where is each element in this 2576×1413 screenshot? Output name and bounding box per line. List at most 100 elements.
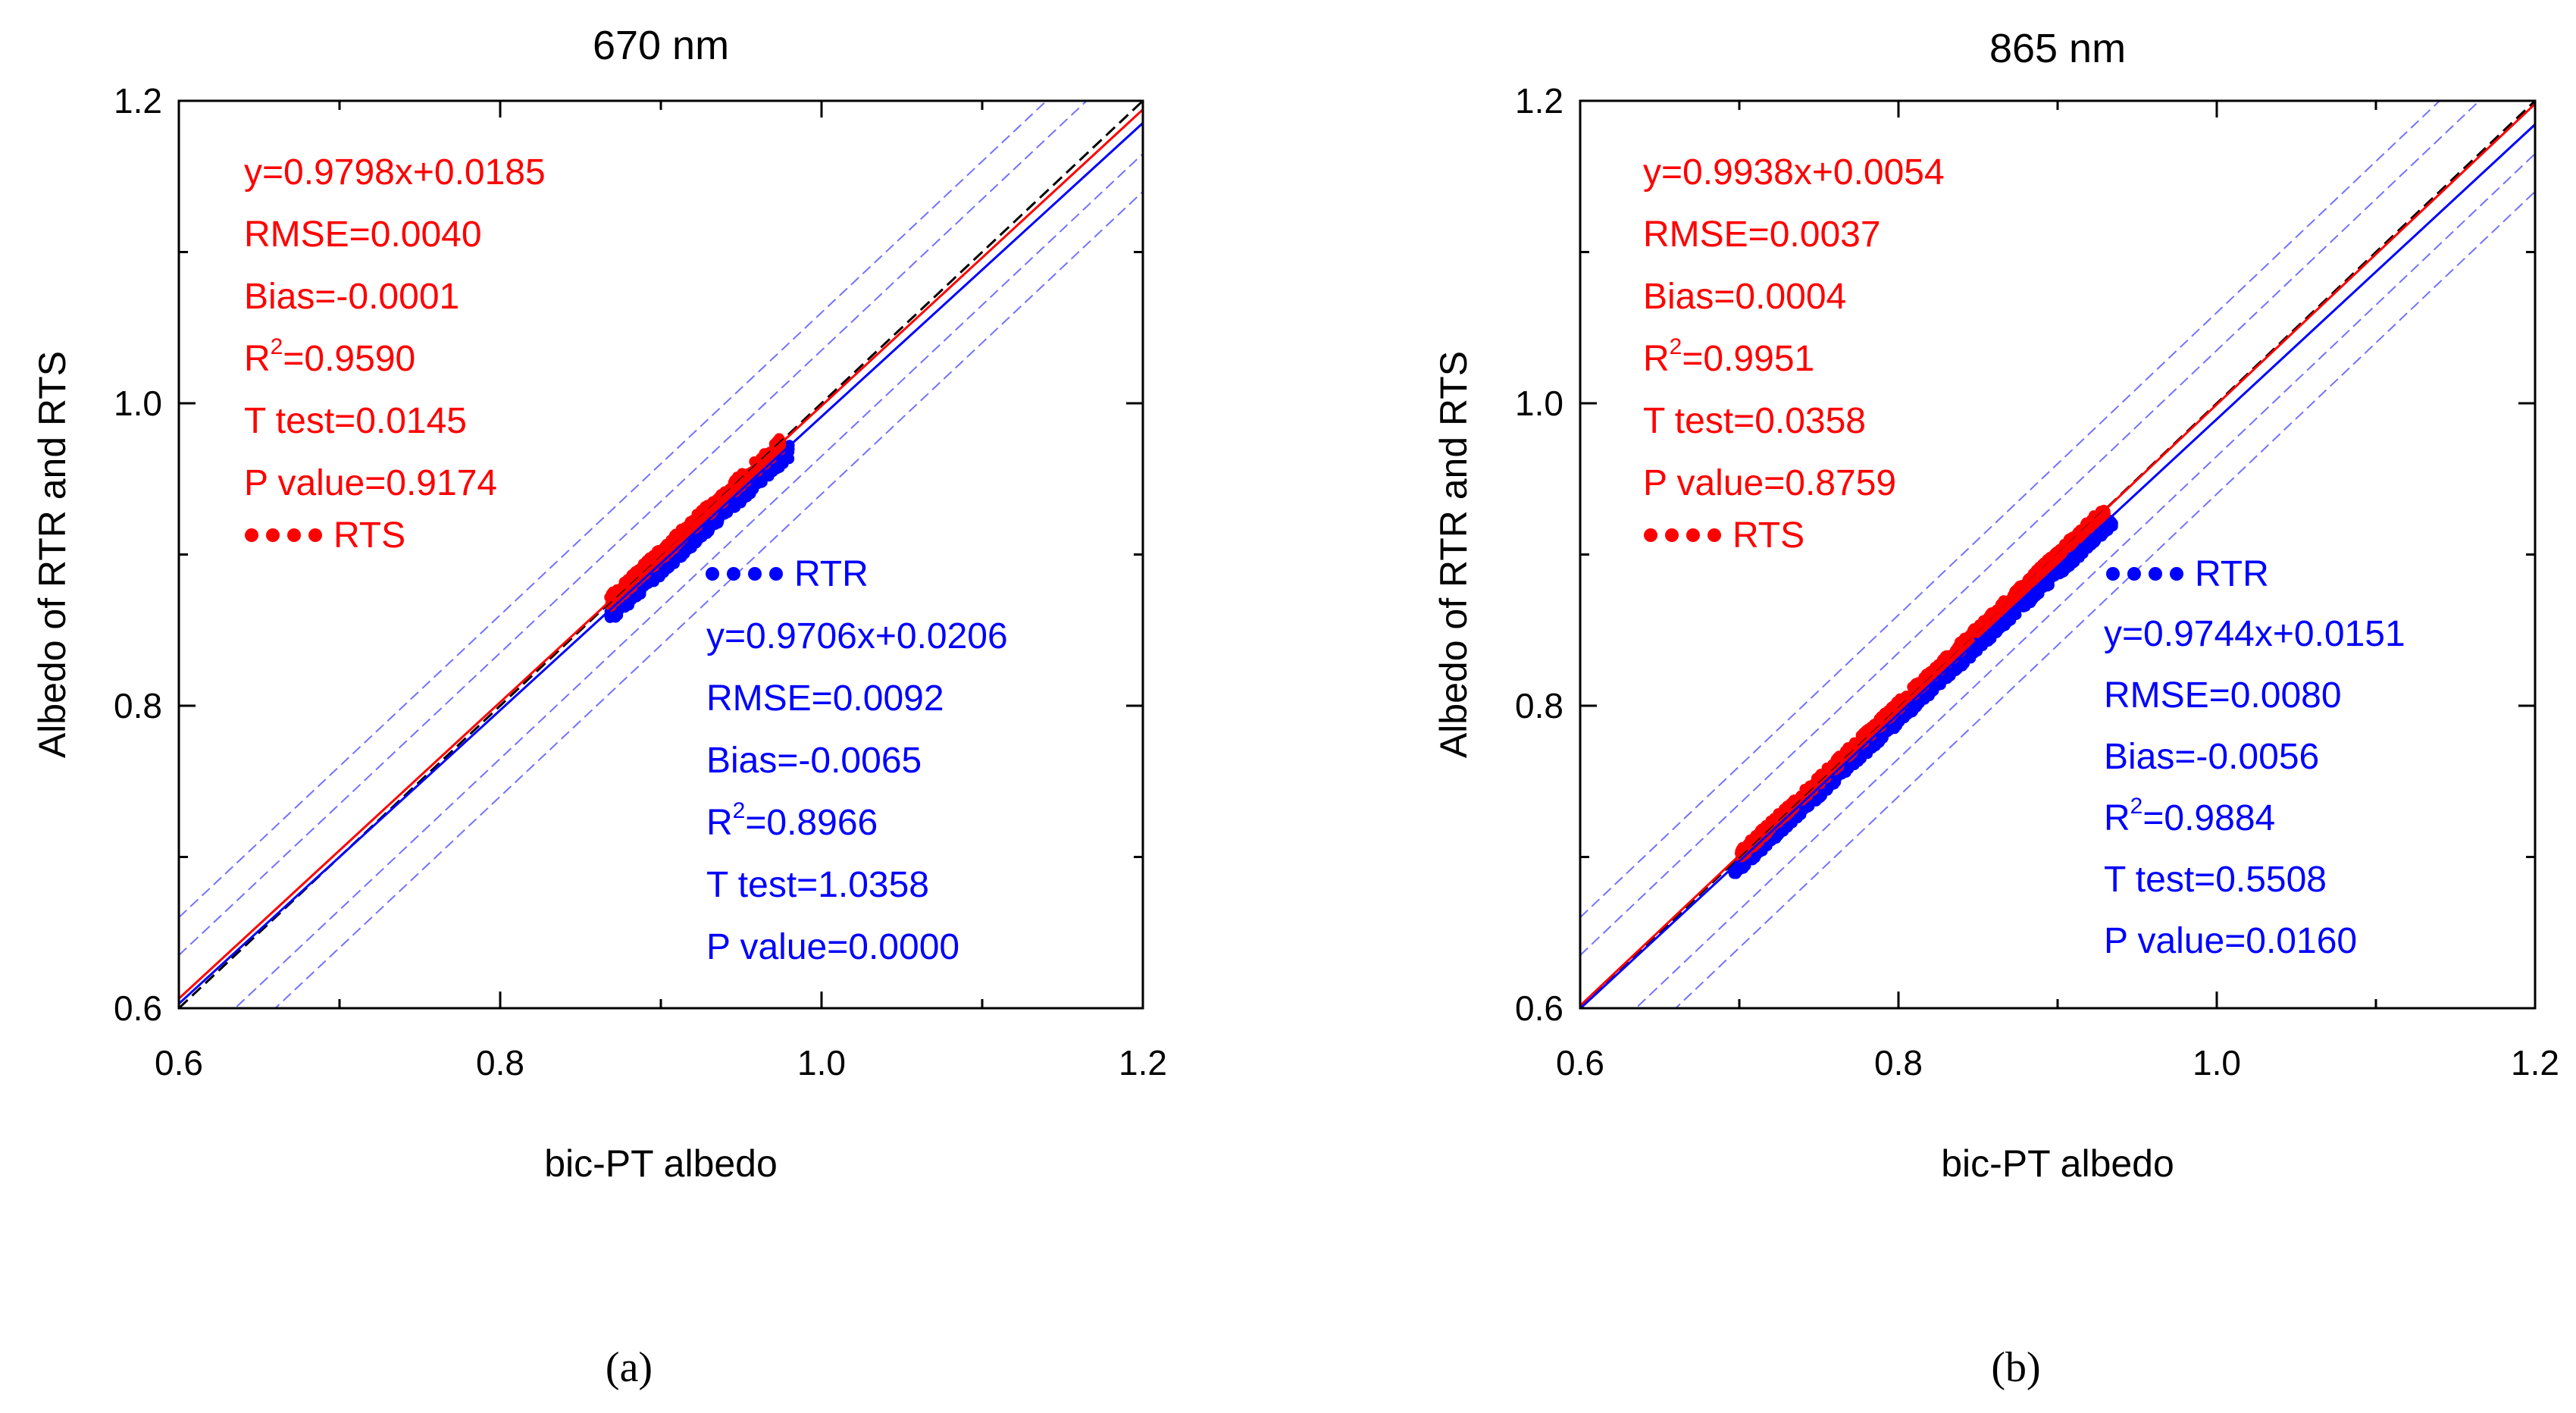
- stat-line-rtr: P value=0.0000: [706, 927, 959, 967]
- data-point-rts: [2086, 514, 2097, 525]
- stat-line-rtr: P value=0.0160: [2104, 921, 2357, 961]
- legend-marker-rtr: [2170, 567, 2183, 581]
- legend-marker-rts: [1686, 528, 1700, 542]
- panel-caption: (b): [1991, 1344, 2040, 1391]
- panel-caption: (a): [606, 1344, 653, 1391]
- data-point-rts: [1914, 677, 1926, 688]
- x-tick-label: 1.0: [2193, 1043, 2241, 1082]
- fit-line-rtr: [179, 122, 1143, 1005]
- y-tick-label: 0.8: [1515, 686, 1563, 725]
- y-tick-label: 0.6: [114, 988, 162, 1028]
- data-point-rtr: [2036, 582, 2048, 594]
- plot-area: [1580, 101, 2535, 1008]
- envelope-line: [179, 101, 1048, 919]
- envelope-line: [1580, 101, 2441, 919]
- stat-line-rts: y=0.9938x+0.0054: [1643, 152, 1945, 193]
- legend-marker-rtr: [748, 567, 762, 581]
- legend-marker-rtr: [769, 567, 783, 581]
- envelope-line: [1580, 101, 2481, 956]
- data-point-rtr: [779, 454, 790, 465]
- stat-line-rts: Bias=-0.0001: [244, 277, 459, 317]
- envelope-line: [1635, 153, 2535, 1008]
- x-axis-label: bic-PT albedo: [544, 1142, 778, 1185]
- r-squared-rts: R2=0.9951: [1643, 334, 1814, 379]
- stat-line-rts: P value=0.9174: [244, 463, 497, 503]
- stat-line-rts: Bias=0.0004: [1643, 277, 1846, 317]
- data-point-rts: [1933, 659, 1944, 670]
- data-point-rts: [2027, 576, 2038, 587]
- x-tick-label: 0.6: [155, 1043, 203, 1082]
- data-point-rtr: [1867, 741, 1879, 752]
- r-squared-rts: R2=0.9590: [244, 334, 415, 379]
- y-tick-label: 0.6: [1515, 988, 1563, 1028]
- data-point-rts: [756, 459, 767, 470]
- legend-marker-rts: [287, 528, 301, 542]
- x-tick-label: 0.8: [476, 1043, 524, 1082]
- data-point-rtr: [693, 532, 704, 544]
- legend-marker-rts: [245, 528, 258, 542]
- x-tick-label: 1.2: [1119, 1043, 1167, 1082]
- stat-line-rtr: y=0.9706x+0.0206: [706, 616, 1008, 656]
- stat-line-rts: RMSE=0.0037: [1643, 215, 1881, 255]
- stat-line-rts: y=0.9798x+0.0185: [244, 152, 546, 193]
- y-tick-label: 1.2: [114, 81, 162, 121]
- y-axis-label: Albedo of RTR and RTS: [31, 351, 74, 758]
- chart-title: 670 nm: [593, 23, 729, 68]
- legend-marker-rts: [1644, 528, 1657, 542]
- stat-line-rtr: Bias=-0.0065: [706, 741, 922, 781]
- fit-line-rtr: [1580, 124, 2535, 1008]
- stat-line-rtr: RMSE=0.0080: [2104, 675, 2342, 716]
- envelope-line: [233, 153, 1143, 1008]
- stat-line-rtr: T test=1.0358: [706, 865, 929, 905]
- chart-panel-2: 0.6 0.6 0.8 0.8 1.0 1.0 1.2 1.2 865 nm bic-PT alb…: [1432, 26, 2559, 1391]
- stat-line-rtr: Bias=-0.0056: [2104, 737, 2319, 777]
- x-tick-label: 1.2: [2511, 1043, 2559, 1082]
- legend-label-rts: RTS: [1732, 515, 1804, 556]
- legend-marker-rts: [266, 528, 280, 542]
- stat-line-rtr: RMSE=0.0092: [706, 678, 944, 719]
- data-point-rtr: [2086, 540, 2097, 551]
- stat-line-rts: P value=0.8759: [1643, 463, 1896, 503]
- y-tick-label: 0.8: [114, 686, 162, 725]
- data-point-rtr: [1848, 760, 1860, 771]
- stat-line-rts: T test=0.0145: [244, 401, 467, 441]
- legend-marker-rtr: [2127, 567, 2141, 581]
- r-squared-rtr: R2=0.9884: [2104, 794, 2275, 838]
- data-point-rts: [620, 578, 631, 590]
- data-point-rtr: [1957, 660, 1968, 672]
- chart-panel-1: 0.6 0.6 0.8 0.8 1.0 1.0 1.2 1.2 670 nm bic-PT alb…: [31, 23, 1167, 1391]
- y-axis-label: Albedo of RTR and RTS: [1432, 351, 1475, 758]
- data-point-rts: [1997, 603, 2008, 615]
- legend-label-rtr: RTR: [2195, 554, 2269, 594]
- fit-line-rts: [1580, 102, 2535, 1007]
- stat-line-rtr: T test=0.5508: [2104, 860, 2327, 900]
- data-point-rtr: [1934, 678, 1945, 690]
- y-tick-label: 1.2: [1515, 81, 1563, 121]
- chart-title: 865 nm: [1989, 26, 2126, 71]
- data-point-rtr: [1905, 706, 1916, 718]
- x-tick-label: 1.0: [797, 1043, 846, 1082]
- envelope-line: [179, 101, 1088, 956]
- plot-area: [179, 101, 1143, 1008]
- data-point-rts: [639, 560, 650, 572]
- x-tick-label: 0.8: [1874, 1043, 1923, 1082]
- data-point-rtr: [631, 590, 643, 601]
- legend-label-rtr: RTR: [794, 554, 869, 594]
- envelope-line: [274, 190, 1143, 1008]
- data-point-rts: [1927, 669, 1938, 681]
- x-axis-label: bic-PT albedo: [1941, 1142, 2174, 1185]
- data-point-rtr: [1822, 785, 1833, 796]
- data-point-rts: [1823, 763, 1834, 774]
- envelope-line: [1674, 190, 2535, 1008]
- data-point-rts: [654, 547, 665, 558]
- legend-label-rts: RTS: [333, 515, 405, 556]
- r-squared-rtr: R2=0.8966: [706, 798, 878, 843]
- fit-line-rts: [179, 108, 1143, 1000]
- legend-marker-rtr: [2106, 567, 2120, 581]
- legend-marker-rtr: [706, 567, 719, 581]
- x-tick-label: 0.6: [1556, 1043, 1604, 1082]
- stat-line-rts: RMSE=0.0040: [244, 215, 482, 255]
- data-point-rts: [1833, 753, 1845, 764]
- data-point-rtr: [2058, 566, 2070, 578]
